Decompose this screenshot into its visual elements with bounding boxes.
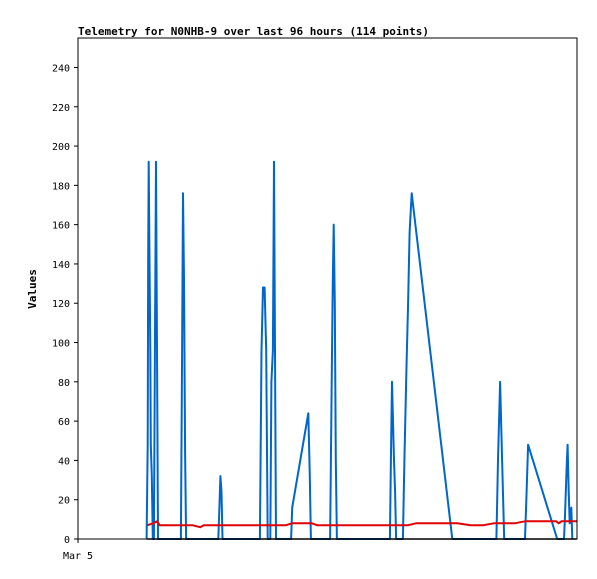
y-tick-label: 120 <box>52 299 70 310</box>
y-tick-label: 40 <box>58 456 70 467</box>
y-tick-label: 200 <box>52 142 70 153</box>
x-tick-label: Mar 5 <box>63 551 93 562</box>
series-line-2 <box>146 520 577 529</box>
y-tick-label: 180 <box>52 181 70 192</box>
y-tick-label: 240 <box>52 63 70 74</box>
y-tick-label: 60 <box>58 417 70 428</box>
series-layer <box>145 160 577 540</box>
y-axis-label: Values <box>26 269 39 309</box>
x-axis: Mar 5 <box>63 539 93 562</box>
y-tick-label: 100 <box>52 339 70 350</box>
y-tick-label: 80 <box>58 378 70 389</box>
y-tick-label: 220 <box>52 103 70 114</box>
y-tick-label: 140 <box>52 260 70 271</box>
plot-frame <box>77 37 578 540</box>
y-tick-label: 0 <box>64 535 70 546</box>
y-axis: 0 20 40 60 80 100 120 140 160 180 200 220 240 <box>52 63 78 546</box>
y-tick-label: 20 <box>58 496 70 507</box>
y-tick-label: 160 <box>52 221 70 232</box>
chart-title: Telemetry for N0NHB-9 over last 96 hours… <box>78 25 429 38</box>
